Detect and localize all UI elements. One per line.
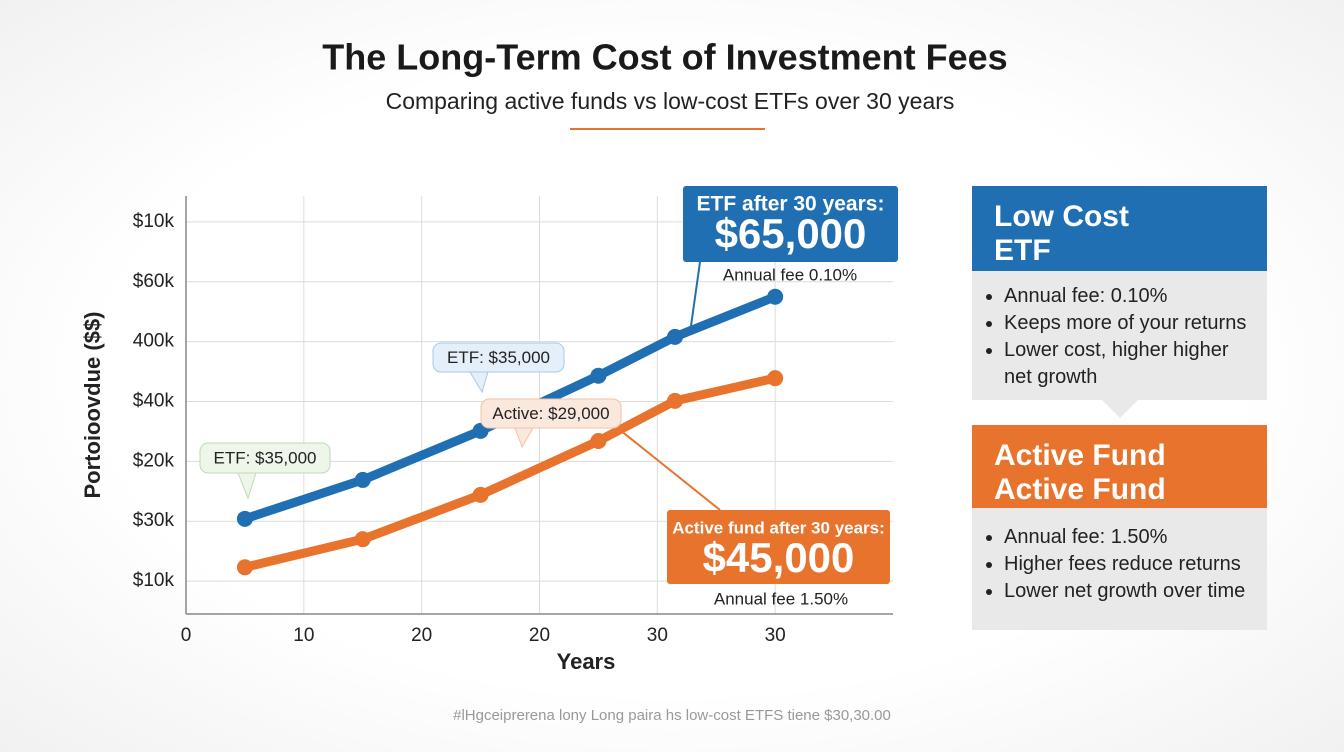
callout-tail [514,427,534,449]
active-panel: Active Fund Active Fund Annual fee: 1.50… [972,425,1267,630]
data-point [236,559,253,576]
callout-tail [469,371,489,394]
highlight-note: Annual fee 1.50% [714,589,848,608]
chart-title: The Long-Term Cost of Investment Fees [322,37,1007,78]
panel-header: Low Cost ETF [972,186,1267,271]
highlight-note: Annual fee 0.10% [723,265,857,284]
highlight-box [667,510,890,584]
data-point [354,471,371,488]
y-tick-label: $60k [133,271,175,292]
y-tick-label: $10k [133,211,175,232]
panel-body: Annual fee: 0.10% Keeps more of your ret… [972,271,1267,400]
leader-line [689,261,701,334]
callout [480,398,622,429]
y-tick-label: $10k [133,570,175,591]
x-tick-label: 20 [529,625,550,646]
data-point [767,288,784,305]
data-point [590,367,607,384]
x-tick-label: 20 [411,625,432,646]
bullet: Annual fee: 0.10% [1004,283,1251,310]
data-point [590,433,607,450]
chart-subtitle: Comparing active funds vs low-cost ETFs … [386,88,955,114]
y-tick-label: $40k [133,391,175,412]
callout-label: Active: $29,000 [492,404,609,423]
x-tick-label: 0 [181,625,192,646]
data-point [236,510,253,527]
data-point [472,486,489,503]
data-point [667,392,684,409]
highlight-amount: $45,000 [703,534,855,581]
x-tick-label: 30 [647,625,668,646]
y-tick-label: 400k [133,331,175,352]
x-tick-label: 10 [293,625,314,646]
y-tick-label: $20k [133,450,175,471]
panel-title: Active Fund [994,473,1166,506]
bullet: Lower cost, higher higher net growth [1004,337,1251,391]
callout [199,442,331,474]
highlight-heading: ETF after 30 years: [697,193,885,216]
panel-title: ETF [994,234,1051,267]
x-axis-label: Years [557,649,616,674]
highlight-box [683,186,898,262]
leader-line [619,429,721,511]
bullet: Higher fees reduce returns [1004,551,1251,578]
y-tick-label: $30k [133,510,175,531]
panel-title: Active Fund [994,439,1166,472]
panel-header: Active Fund Active Fund [972,425,1267,508]
callout [432,342,565,373]
footnote: #lHgceiprerena lony Long paira hs low-co… [453,707,891,724]
callout-label: ETF: $35,000 [447,348,550,367]
plot: $10k $30k $20k $40k 400k $60k $10k 0 10 20 20 30 30 E… [133,186,898,646]
data-point [667,328,684,345]
highlight-heading: Active fund after 30 years: [672,518,885,537]
etf-panel: Low Cost ETF Annual fee: 0.10% Keeps mor… [972,186,1267,400]
bullet: Annual fee: 1.50% [1004,524,1251,551]
panel-body: Annual fee: 1.50% Higher fees reduce ret… [972,508,1267,630]
callout-label: ETF: $35,000 [213,448,316,467]
series-line [240,373,780,572]
y-axis-label: Portoioovdue ($$) [80,311,105,498]
x-tick-label: 30 [765,625,786,646]
bullet: Lower net growth over time [1004,578,1251,605]
bullet: Keeps more of your returns [1004,310,1251,337]
data-point [354,531,371,548]
highlight-amount: $65,000 [715,210,867,257]
callout-tail [237,472,257,500]
data-point [767,370,784,387]
panel-title: Low Cost [994,200,1129,233]
